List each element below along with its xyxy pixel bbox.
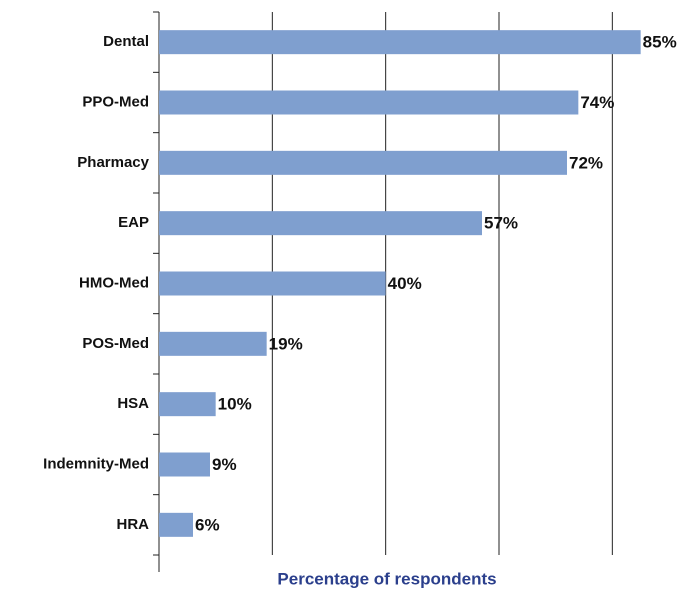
value-label: 85% xyxy=(643,33,677,52)
bar xyxy=(159,331,267,356)
bar xyxy=(159,90,579,115)
value-label: 19% xyxy=(269,334,303,353)
value-label: 9% xyxy=(212,455,237,474)
y-tick-label: HSA xyxy=(117,395,149,412)
bar xyxy=(159,452,210,477)
value-label: 57% xyxy=(484,214,518,233)
y-tick-label: Indemnity-Med xyxy=(43,455,149,472)
x-axis-title: Percentage of respondents xyxy=(277,569,496,588)
bar xyxy=(159,512,193,537)
value-label: 40% xyxy=(388,274,422,293)
bar xyxy=(159,271,386,296)
y-tick-label: EAP xyxy=(118,214,149,231)
value-label: 74% xyxy=(580,93,614,112)
y-tick-label: Pharmacy xyxy=(77,154,149,171)
y-tick-label: Dental xyxy=(103,33,149,50)
value-label: 72% xyxy=(569,153,603,172)
bar xyxy=(159,30,641,55)
bar xyxy=(159,211,482,236)
bar xyxy=(159,150,567,175)
y-tick-label: PPO-Med xyxy=(82,93,149,110)
value-label: 6% xyxy=(195,515,220,534)
value-label: 10% xyxy=(218,395,252,414)
y-tick-label: POS-Med xyxy=(82,335,149,352)
bar xyxy=(159,392,216,417)
y-tick-label: HMO-Med xyxy=(79,274,149,291)
y-tick-label: HRA xyxy=(117,516,150,533)
